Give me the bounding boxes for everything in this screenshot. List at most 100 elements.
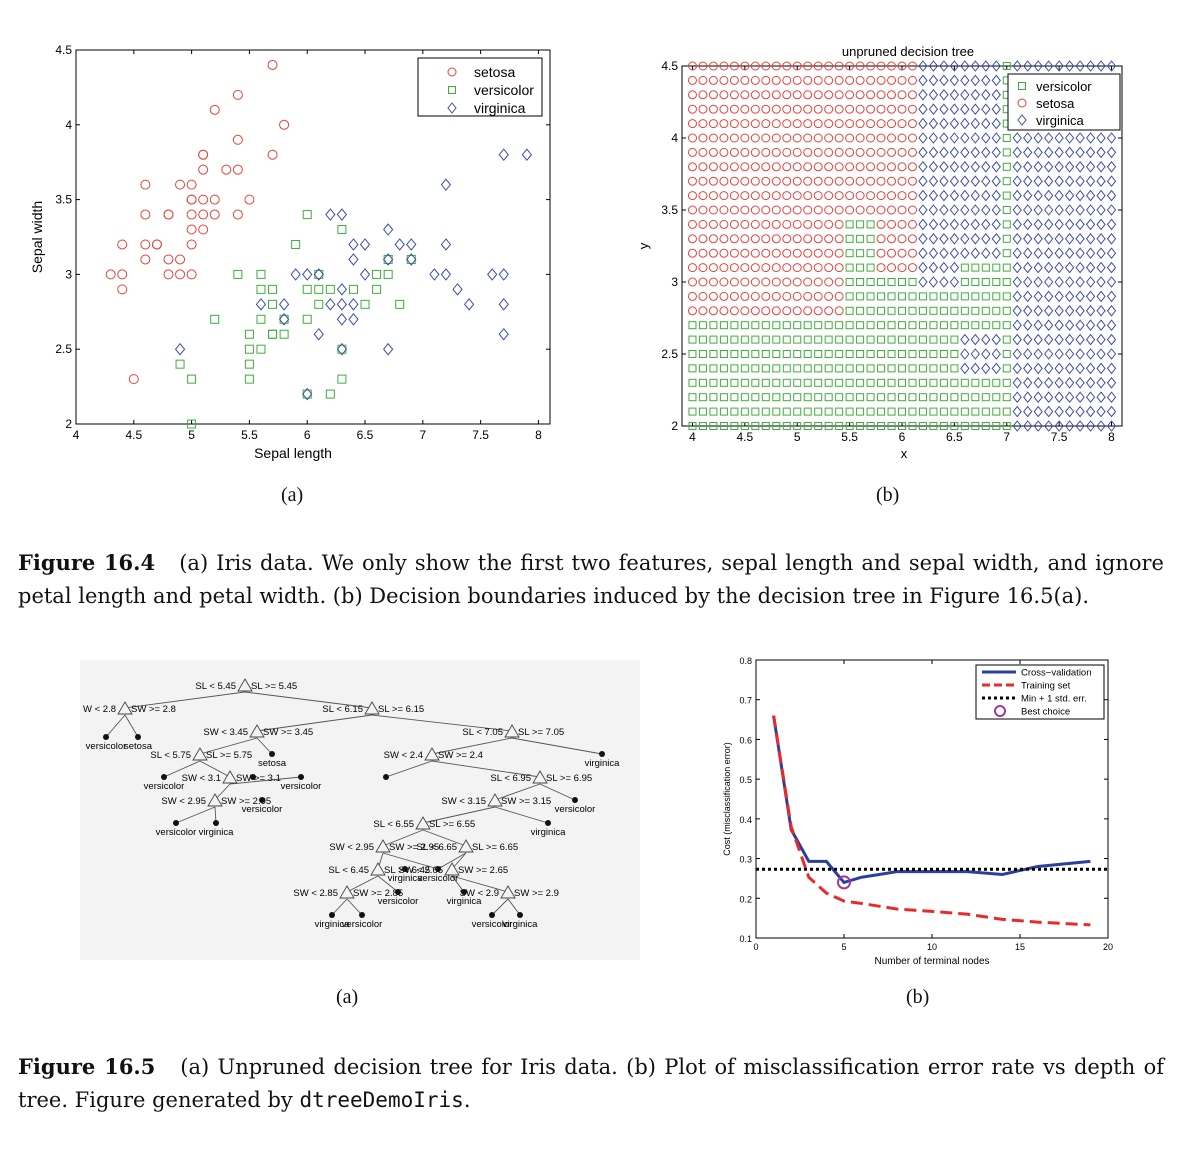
grid-point <box>803 248 813 258</box>
grid-point <box>887 248 897 258</box>
grid-point <box>950 422 959 430</box>
grid-point <box>1023 348 1033 360</box>
grid-point <box>971 321 980 330</box>
grid-point <box>751 335 760 344</box>
grid-point <box>856 378 865 387</box>
data-point <box>372 284 382 294</box>
grid-point <box>981 74 991 87</box>
grid-point <box>1012 290 1022 303</box>
y-tick-label: 2 <box>65 417 72 431</box>
grid-point <box>1044 247 1054 260</box>
data-point <box>359 268 371 281</box>
x-tick-label: 5.5 <box>241 428 258 442</box>
grid-point <box>907 263 917 273</box>
grid-point <box>708 133 718 143</box>
grid-point <box>1096 189 1106 202</box>
data-point <box>163 209 174 220</box>
split-left-label: SL < 6.15 <box>322 704 363 715</box>
grid-point <box>1054 319 1064 332</box>
grid-point <box>1064 261 1075 274</box>
grid-point <box>856 263 865 272</box>
grid-point <box>824 378 833 387</box>
grid-point <box>876 119 886 129</box>
data-point <box>186 209 197 220</box>
grid-point <box>1064 146 1075 159</box>
grid-point <box>866 191 876 201</box>
grid-point <box>803 277 813 287</box>
grid-point <box>981 218 991 231</box>
leaf-node <box>259 797 265 803</box>
grid-point <box>1054 146 1064 159</box>
grid-point <box>687 119 697 129</box>
grid-point <box>1012 232 1022 245</box>
grid-point <box>834 306 844 316</box>
grid-point <box>803 291 813 301</box>
grid-point <box>949 103 960 116</box>
data-point <box>244 194 255 205</box>
leaf-label: versicolor <box>156 827 197 838</box>
grid-point <box>939 232 949 245</box>
grid-point <box>918 160 928 173</box>
grid-point <box>1075 232 1085 245</box>
grid-point <box>1106 218 1117 231</box>
split-node <box>458 839 474 853</box>
grid-point <box>876 133 886 143</box>
grid-point <box>708 291 718 301</box>
grid-point <box>1033 333 1043 346</box>
grid-point <box>698 306 708 316</box>
grid-point <box>730 393 739 402</box>
grid-point <box>729 90 739 100</box>
grid-point <box>771 133 781 143</box>
grid-point <box>824 234 834 244</box>
grid-point <box>897 104 907 114</box>
grid-point <box>887 378 896 387</box>
grid-point <box>1075 276 1085 288</box>
grid-point <box>877 422 886 430</box>
grid-point <box>803 133 813 143</box>
grid-point <box>698 248 708 258</box>
caption-text: (a) Iris data. We only show the first tw… <box>18 551 1164 608</box>
grid-point <box>1054 218 1064 231</box>
split-left-label: SL < 5.45 <box>195 681 236 692</box>
leaf-label: virginica <box>585 758 621 769</box>
grid-point <box>1002 162 1011 171</box>
grid-point <box>1002 321 1011 330</box>
grid-point <box>897 119 907 129</box>
grid-point <box>949 204 960 216</box>
grid-point <box>824 176 834 186</box>
legend-label: Cross−validation <box>1021 668 1092 679</box>
x-tick-label: 5 <box>188 428 195 442</box>
grid-point <box>928 175 939 188</box>
grid-point <box>855 133 865 143</box>
grid-point <box>730 364 739 373</box>
grid-point <box>981 348 991 360</box>
grid-point <box>740 393 749 402</box>
legend-label: virginica <box>474 100 526 116</box>
grid-point <box>793 335 802 344</box>
grid-point <box>813 162 823 172</box>
grid-point <box>824 422 833 430</box>
grid-point <box>991 117 1001 130</box>
grid-point <box>887 321 896 330</box>
grid-point <box>761 234 771 244</box>
data-point <box>337 225 347 235</box>
grid-point <box>792 277 802 287</box>
data-point <box>210 314 220 324</box>
grid-point <box>709 422 718 430</box>
grid-point <box>750 234 760 244</box>
grid-point <box>887 350 896 358</box>
grid-point <box>1085 204 1096 216</box>
grid-point <box>719 350 728 358</box>
grid-point <box>813 75 823 85</box>
grid-point <box>981 103 991 116</box>
grid-point <box>729 162 739 172</box>
grid-point <box>971 306 980 315</box>
grid-point <box>1096 218 1106 231</box>
grid-point <box>761 407 770 416</box>
tree-edge <box>371 714 513 732</box>
grid-point <box>687 248 697 258</box>
tree-edge <box>437 852 467 870</box>
data-point <box>186 239 197 250</box>
grid-point <box>771 119 781 129</box>
grid-point <box>898 378 906 387</box>
